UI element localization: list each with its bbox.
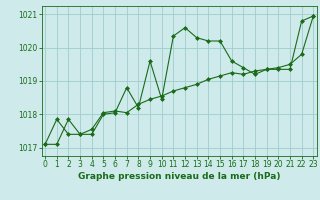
X-axis label: Graphe pression niveau de la mer (hPa): Graphe pression niveau de la mer (hPa): [78, 172, 280, 181]
